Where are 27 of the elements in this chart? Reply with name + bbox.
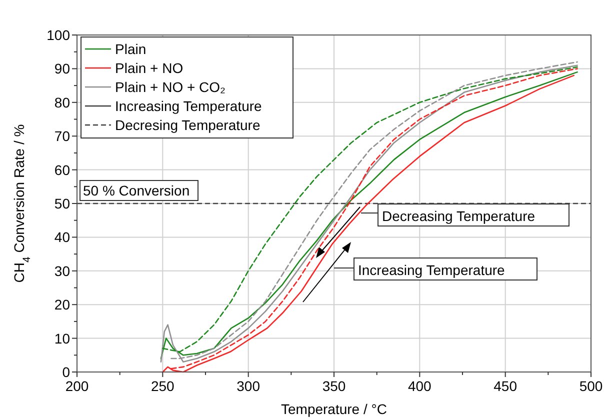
- y-tick-label: 20: [54, 296, 70, 313]
- legend-label: Increasing Temperature: [115, 98, 262, 114]
- x-tick-label: 250: [150, 378, 175, 394]
- x-tick-label: 500: [579, 378, 603, 394]
- y-tick-label: 0: [62, 364, 70, 380]
- x-tick-label: 400: [408, 378, 432, 394]
- y-tick-label: 80: [54, 94, 70, 110]
- y-tick-label: 100: [46, 27, 70, 43]
- x-axis-title: Temperature / °C: [281, 401, 387, 417]
- y-tick-label: 70: [54, 128, 70, 144]
- y-tick-label: 90: [54, 60, 70, 77]
- legend-label: Plain + NO: [115, 60, 184, 76]
- y-tick-label: 30: [54, 262, 70, 279]
- y-tick-label: 50: [54, 196, 70, 212]
- y-tick-label: 10: [54, 330, 70, 346]
- legend-label: Decresing Temperature: [115, 117, 260, 133]
- x-tick-label: 350: [322, 378, 346, 394]
- ref-line-label: 50 % Conversion: [83, 182, 190, 198]
- annotation: Decreasing Temperature: [382, 208, 536, 224]
- y-tick-label: 40: [54, 229, 70, 246]
- legend-label: Plain: [115, 41, 146, 57]
- x-tick-label: 450: [494, 378, 518, 394]
- y-tick-label: 60: [54, 162, 70, 178]
- annotation: Increasing Temperature: [358, 262, 506, 278]
- legend-label: Plain + NO + CO₂: [115, 79, 226, 95]
- x-tick-label: 300: [236, 378, 260, 394]
- x-tick-label: 200: [65, 378, 89, 394]
